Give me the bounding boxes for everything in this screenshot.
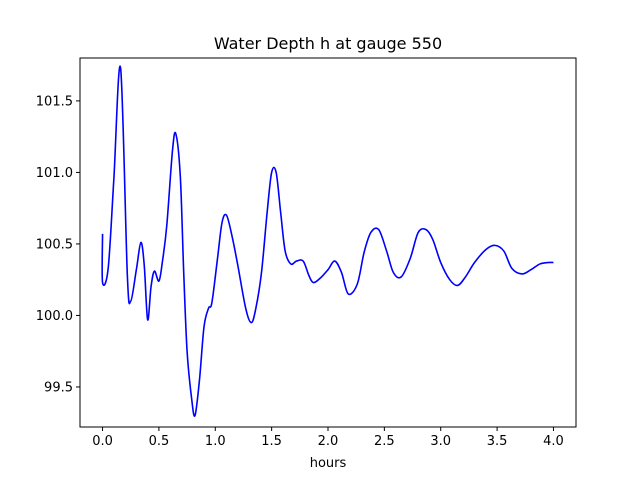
x-tick-label: 0.5 — [149, 434, 170, 449]
x-tick-label: 2.5 — [374, 434, 395, 449]
x-tick-label: 0.0 — [92, 434, 113, 449]
y-tick-label: 100.5 — [36, 237, 73, 252]
y-tick-label: 99.5 — [44, 380, 73, 395]
x-axis: 0.0 0.5 1.0 1.5 2.0 2.5 3.0 3.5 4.0 — [92, 427, 564, 449]
data-layer — [101, 65, 554, 417]
x-tick-label: 3.5 — [487, 434, 508, 449]
plot-background — [80, 58, 576, 427]
x-tick-label: 4.0 — [543, 434, 564, 449]
y-axis: 99.5 100.0 100.5 101.0 101.5 — [36, 94, 80, 395]
x-tick-label: 2.0 — [318, 434, 339, 449]
chart-title: Water Depth h at gauge 550 — [214, 34, 442, 53]
x-axis-label: hours — [310, 456, 347, 471]
y-tick-label: 101.5 — [36, 94, 73, 109]
y-tick-label: 100.0 — [36, 309, 73, 324]
y-tick-label: 101.0 — [36, 166, 73, 181]
x-tick-label: 1.0 — [205, 434, 226, 449]
x-tick-label: 1.5 — [261, 434, 282, 449]
series-line-0 — [101, 65, 554, 417]
x-tick-label: 3.0 — [430, 434, 451, 449]
